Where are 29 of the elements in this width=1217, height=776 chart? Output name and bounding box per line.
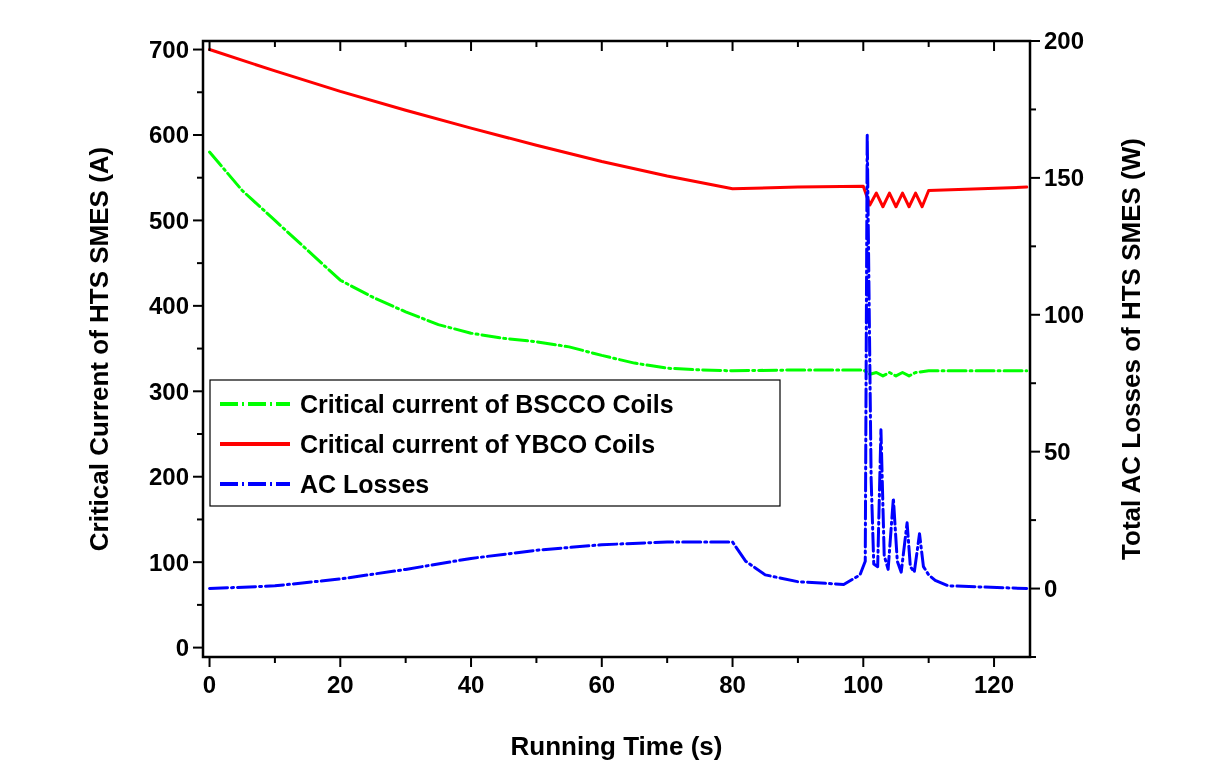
y2-tick-label: 100	[1044, 301, 1085, 329]
legend-label: AC Losses	[300, 469, 430, 498]
y-tick-label: 500	[148, 206, 189, 234]
line-series	[208, 48, 1029, 209]
y-tick-label: 300	[148, 377, 189, 405]
line-series	[208, 150, 1029, 378]
line-series	[208, 132, 1029, 591]
x-axis-title: Running Time (s)	[510, 731, 723, 761]
legend-label: Critical current of BSCCO Coils	[300, 389, 674, 418]
x-tick-label: 20	[326, 671, 354, 698]
y-tick-label: 0	[175, 634, 189, 661]
x-tick-label: 80	[719, 671, 746, 698]
x-tick-label: 100	[843, 671, 884, 698]
y-tick-label: 200	[148, 463, 189, 491]
legend-label: Critical current of YBCO Coils	[300, 429, 656, 458]
y2-axis-title: Total AC Losses of HTS SMES (W)	[1116, 138, 1146, 560]
y-tick-label: 100	[148, 548, 189, 576]
y2-tick-label: 150	[1044, 164, 1085, 192]
y-tick-label: 400	[148, 292, 189, 320]
x-tick-label: 120	[974, 671, 1015, 698]
x-tick-label: 60	[588, 671, 616, 698]
y-tick-label: 600	[148, 121, 189, 149]
y-tick-label: 700	[148, 35, 189, 63]
y2-tick-label: 0	[1044, 574, 1058, 602]
x-tick-label: 40	[457, 671, 485, 698]
y2-tick-label: 50	[1044, 438, 1071, 466]
y2-tick-label: 200	[1044, 27, 1085, 55]
x-tick-label: 0	[202, 671, 217, 698]
y-axis-title: Critical Current of HTS SMES (A)	[84, 146, 114, 552]
